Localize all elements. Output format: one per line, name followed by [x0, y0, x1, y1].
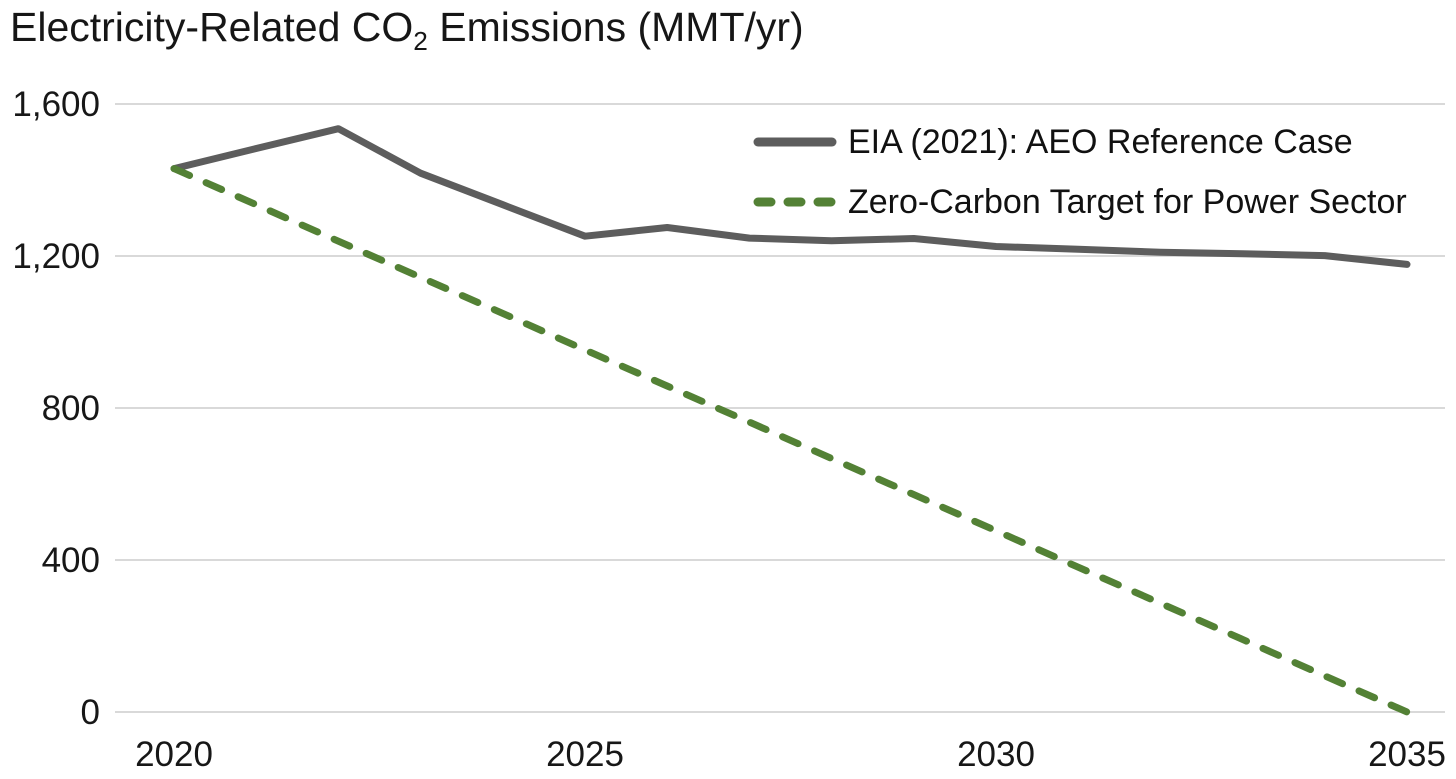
x-axis-labels: 2020 2025 2030 2035: [135, 735, 1446, 774]
chart-title-suffix: Emissions (MMT/yr): [427, 4, 804, 50]
y-tick-label: 800: [42, 389, 100, 428]
y-axis-labels: 0 400 800 1,200 1,600: [12, 85, 100, 732]
y-tick-label: 400: [42, 541, 100, 580]
x-tick-label: 2035: [1368, 735, 1446, 774]
legend-label-eia: EIA (2021): AEO Reference Case: [848, 122, 1353, 161]
legend-label-zero-carbon: Zero-Carbon Target for Power Sector: [848, 182, 1407, 221]
chart-title: Electricity-Related CO2 Emissions (MMT/y…: [10, 4, 804, 54]
y-tick-label: 0: [81, 693, 100, 732]
x-tick-label: 2030: [957, 735, 1035, 774]
eia-reference-line: [170, 125, 1411, 268]
eia-line-swatch-icon: [753, 137, 837, 147]
y-tick-label: 1,200: [12, 237, 100, 276]
chart-title-subscript: 2: [413, 26, 428, 57]
zero-carbon-target-line: [170, 165, 1411, 716]
legend-item-zero-carbon: Zero-Carbon Target for Power Sector: [753, 172, 1407, 232]
chart-title-prefix: Electricity-Related CO: [10, 4, 414, 50]
zero-carbon-line-swatch-icon: [753, 197, 837, 207]
chart-legend: EIA (2021): AEO Reference Case Zero-Carb…: [753, 112, 1407, 232]
x-tick-label: 2020: [135, 735, 213, 774]
x-tick-label: 2025: [546, 735, 624, 774]
legend-item-eia: EIA (2021): AEO Reference Case: [753, 112, 1407, 172]
y-tick-label: 1,600: [12, 85, 100, 124]
